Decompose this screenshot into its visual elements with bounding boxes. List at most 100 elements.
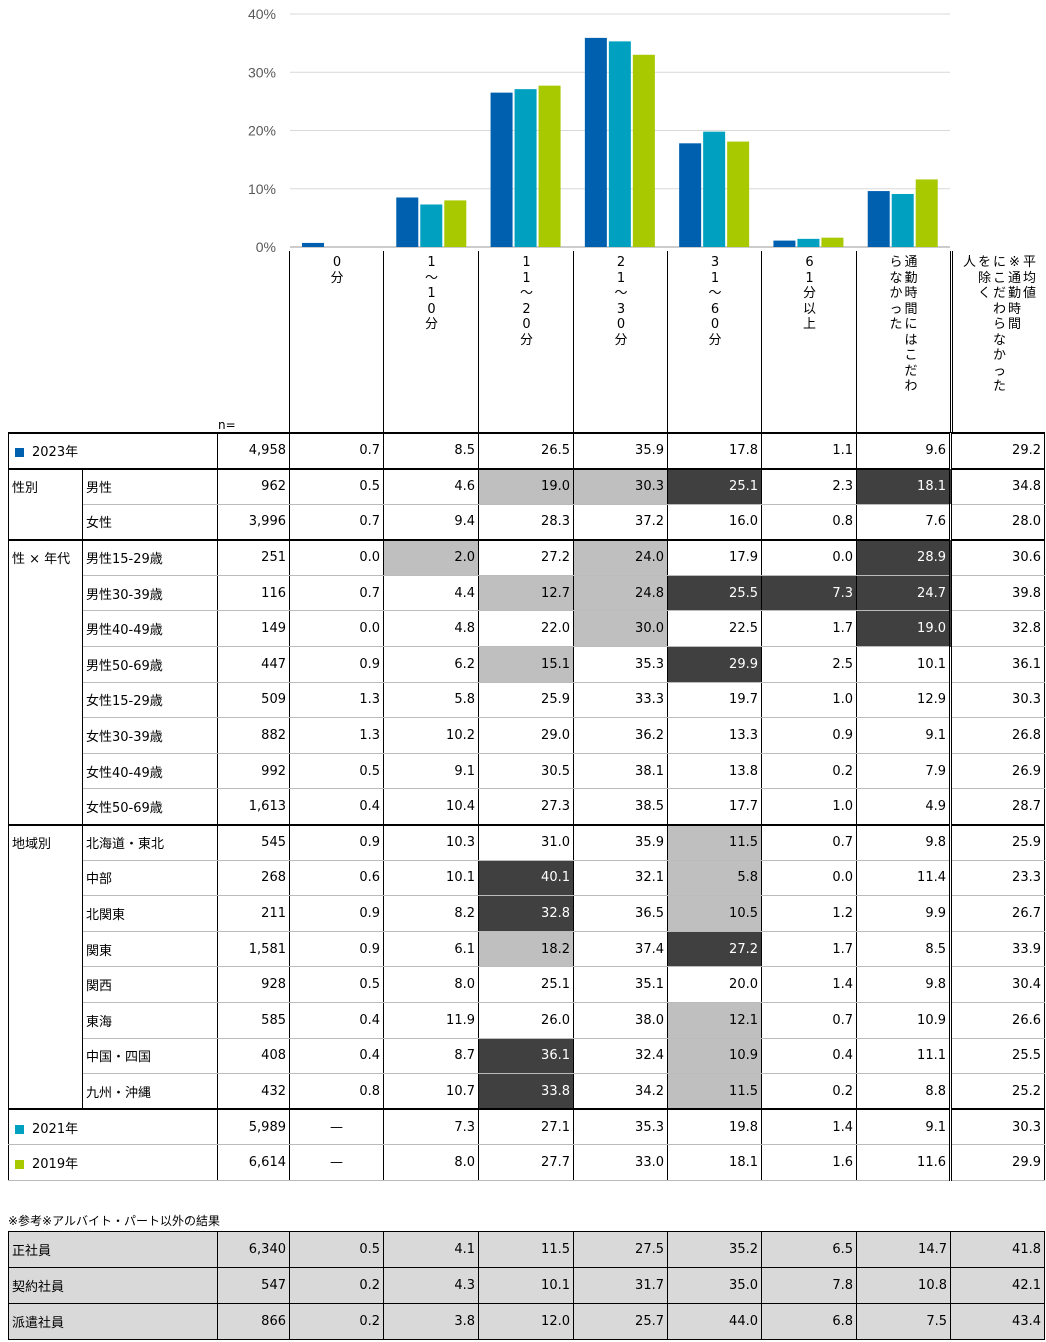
group-label <box>8 895 83 932</box>
row-label: 男性50-69歳 <box>82 646 218 683</box>
value-cell: 0.9 <box>289 895 384 932</box>
sample-size: 928 <box>217 966 290 1003</box>
value-cell: 10.2 <box>383 717 479 754</box>
value-cell: 1.7 <box>761 610 857 648</box>
value-cell: 1.2 <box>761 895 857 932</box>
table-row: 北関東 211 0.9 8.2 32.8 36.5 10.5 1.2 9.9 26.7 <box>8 895 1045 932</box>
value-cell: 30.0 <box>573 610 668 648</box>
value-cell: 17.9 <box>667 538 762 576</box>
legend-swatch <box>15 1160 24 1170</box>
group-label <box>8 931 83 967</box>
table-row: 性 × 年代 男性15-29歳 251 0.0 2.0 27.2 24.0 17.9 0.0 28… <box>8 538 1045 576</box>
group-label <box>8 575 83 611</box>
sample-size: 447 <box>217 646 290 683</box>
value-cell: 10.1 <box>478 1267 574 1304</box>
row-label: 男性 <box>82 467 218 505</box>
header-text: 3 1 〜 6 0 分 <box>708 255 722 348</box>
value-cell: 25.1 <box>667 467 762 505</box>
value-cell: 25.5 <box>949 1037 1045 1075</box>
bar <box>797 238 820 247</box>
value-cell: 9.8 <box>856 966 951 1003</box>
bar <box>396 197 419 247</box>
header-text: を除く <box>977 255 991 301</box>
value-cell: 31.0 <box>478 823 574 861</box>
value-cell: 18.2 <box>478 930 574 968</box>
table-row: 2021年 5,989—7.3 27.1 35.3 19.8 1.4 9.1 30.3 <box>8 1108 1045 1146</box>
value-cell: 26.0 <box>478 1002 574 1039</box>
group-label <box>8 717 83 754</box>
row-label: 女性 <box>82 503 218 541</box>
value-cell: 0.2 <box>289 1303 384 1340</box>
column-header: 通勤時間にはこだわらなかった <box>856 251 950 433</box>
row-label: 契約社員 <box>8 1267 218 1304</box>
value-cell: 10.1 <box>383 859 479 897</box>
sample-size: 408 <box>217 1037 290 1075</box>
value-cell: 11.9 <box>383 1002 479 1039</box>
value-cell: 0.0 <box>289 610 384 648</box>
value-cell: 26.6 <box>949 1002 1045 1039</box>
value-cell: 30.3 <box>573 467 668 505</box>
bar <box>584 37 607 247</box>
value-cell: 37.4 <box>573 930 668 968</box>
row-label: 正社員 <box>8 1231 218 1268</box>
value-cell: 43.4 <box>950 1303 1045 1340</box>
value-cell: 10.9 <box>856 1002 951 1039</box>
value-cell: 2.5 <box>761 646 857 683</box>
value-cell: 38.5 <box>573 788 668 826</box>
row-label-text: 2021年 <box>32 1121 79 1137</box>
header-text: 1 1 〜 2 0 分 <box>519 255 533 348</box>
value-cell: 6.8 <box>761 1303 857 1340</box>
value-cell: 22.5 <box>667 610 762 648</box>
value-cell: 26.9 <box>949 752 1045 790</box>
value-cell: 30.5 <box>478 752 574 790</box>
value-cell: 11.6 <box>856 1144 951 1181</box>
value-cell: — <box>289 1144 384 1181</box>
value-cell: 10.5 <box>667 895 762 932</box>
value-cell: 0.4 <box>289 1002 384 1039</box>
table-row: 性別 男性 962 0.5 4.6 19.0 30.3 25.1 2.3 18.1 34.8 <box>8 467 1045 505</box>
bar <box>727 141 750 247</box>
value-cell: 36.1 <box>478 1037 574 1075</box>
value-cell: 2.0 <box>383 538 479 576</box>
value-cell: 0.8 <box>761 503 857 541</box>
value-cell: 33.0 <box>573 1144 668 1181</box>
value-cell: 36.1 <box>949 646 1045 683</box>
sample-size: 1,581 <box>217 930 290 968</box>
sample-size: 116 <box>217 574 290 612</box>
row-label: 派遣社員 <box>8 1303 218 1340</box>
sample-size: 1,613 <box>217 788 290 826</box>
value-cell: 8.0 <box>383 966 479 1003</box>
value-cell: 0.4 <box>289 788 384 826</box>
row-label: 男性15-29歳 <box>82 538 218 576</box>
group-label: 性 × 年代 <box>8 538 83 576</box>
value-cell: 27.7 <box>478 1144 574 1181</box>
value-cell: 32.1 <box>573 859 668 897</box>
value-cell: 7.5 <box>856 1303 951 1340</box>
value-cell: 6.1 <box>383 930 479 968</box>
value-cell: 25.9 <box>949 823 1045 861</box>
value-cell: 0.4 <box>289 1037 384 1075</box>
results-table: 2023年 4,958 0.7 8.5 26.5 35.9 17.8 1.1 9.6 29.2 性別… <box>8 432 1045 1181</box>
row-label: 九州・沖縄 <box>82 1073 218 1110</box>
bar <box>915 179 938 247</box>
row-label: 男性30-39歳 <box>82 574 218 612</box>
column-header: 1 1 〜 2 0 分 <box>478 251 573 433</box>
value-cell: 15.1 <box>478 646 574 683</box>
group-label <box>8 504 83 541</box>
table-row: 男性40-49歳 149 0.0 4.8 22.0 30.0 22.5 1.7 19.0 32.8 <box>8 610 1045 648</box>
value-cell: 0.0 <box>761 538 857 576</box>
value-cell: 0.0 <box>761 859 857 897</box>
row-label-text: 2019年 <box>32 1157 79 1173</box>
value-cell: 29.0 <box>478 717 574 754</box>
group-label <box>8 1073 83 1110</box>
value-cell: 35.9 <box>573 823 668 861</box>
y-tick-label: 40% <box>248 6 276 22</box>
table-row: 九州・沖縄 432 0.8 10.7 33.8 34.2 11.5 0.2 8.8 25.2 <box>8 1073 1045 1110</box>
y-tick-label: 10% <box>248 181 276 197</box>
value-cell: 35.2 <box>667 1231 762 1268</box>
value-cell: 7.8 <box>761 1267 857 1304</box>
sample-size: 251 <box>217 538 290 576</box>
reference-table: 正社員 6,340 0.5 4.1 11.5 27.5 35.2 6.5 14.7 41.8 契約社… <box>8 1231 1045 1340</box>
row-label: 2023年 <box>8 432 218 470</box>
